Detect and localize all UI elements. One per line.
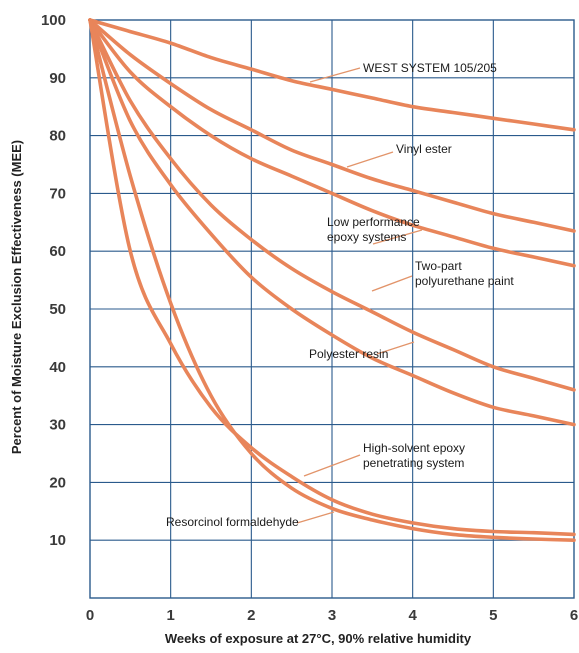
curve-label: Vinyl ester — [396, 142, 452, 156]
series-line-6 — [88, 18, 576, 537]
series-line-7 — [88, 18, 576, 542]
annotation-leader-line — [371, 275, 413, 292]
series-line-4 — [88, 18, 576, 392]
y-axis-title: Percent of Moisture Exclusion Effectiven… — [9, 140, 24, 454]
y-tick-label: 50 — [49, 301, 66, 318]
y-tick-label: 20 — [49, 474, 66, 491]
annotation-leader-line — [346, 151, 394, 168]
x-tick-label: 5 — [489, 607, 497, 624]
curve-annotations: WEST SYSTEM 105/205 Vinyl ester Low perfor… — [166, 61, 514, 529]
grid-lines — [90, 20, 574, 598]
series-curves — [88, 18, 576, 542]
axis-ticks: 0 1 2 3 4 5 6 10 20 30 40 50 60 70 80 90 100 — [41, 12, 578, 624]
curve-label: Low performance epoxy systems — [327, 215, 420, 244]
y-tick-label: 60 — [49, 243, 66, 260]
annotation-leader-line — [309, 67, 361, 83]
curve-label: Polyester resin — [309, 347, 388, 361]
y-tick-label: 80 — [49, 128, 66, 145]
annotation-leader-line — [372, 229, 423, 245]
curve-label: WEST SYSTEM 105/205 — [363, 61, 497, 75]
annotation-leader-line — [303, 454, 361, 477]
x-tick-label: 6 — [570, 607, 578, 624]
series-line-5 — [88, 18, 576, 427]
curve-label: Resorcinol formaldehyde — [166, 515, 299, 529]
series-line-1 — [88, 18, 576, 132]
annotation-leader-line — [296, 511, 335, 524]
series-line-3 — [88, 18, 576, 268]
y-tick-label: 90 — [49, 70, 66, 87]
plot-frame — [89, 19, 575, 599]
x-tick-label: 2 — [247, 607, 255, 624]
x-tick-label: 3 — [328, 607, 336, 624]
y-tick-label: 10 — [49, 532, 66, 549]
y-tick-label: 70 — [49, 185, 66, 202]
y-tick-label: 100 — [41, 12, 66, 29]
curve-label: Two-part polyurethane paint — [415, 259, 514, 288]
x-axis-title: Weeks of exposure at 27°C, 90% relative … — [165, 631, 472, 646]
curve-label: High-solvent epoxy penetrating system — [363, 441, 465, 470]
annotation-leader-line — [376, 341, 415, 355]
x-tick-label: 1 — [166, 607, 174, 624]
y-tick-label: 30 — [49, 417, 66, 434]
y-tick-label: 40 — [49, 359, 66, 376]
x-tick-label: 0 — [86, 607, 94, 624]
x-tick-label: 4 — [408, 607, 417, 624]
series-line-2 — [88, 18, 576, 233]
